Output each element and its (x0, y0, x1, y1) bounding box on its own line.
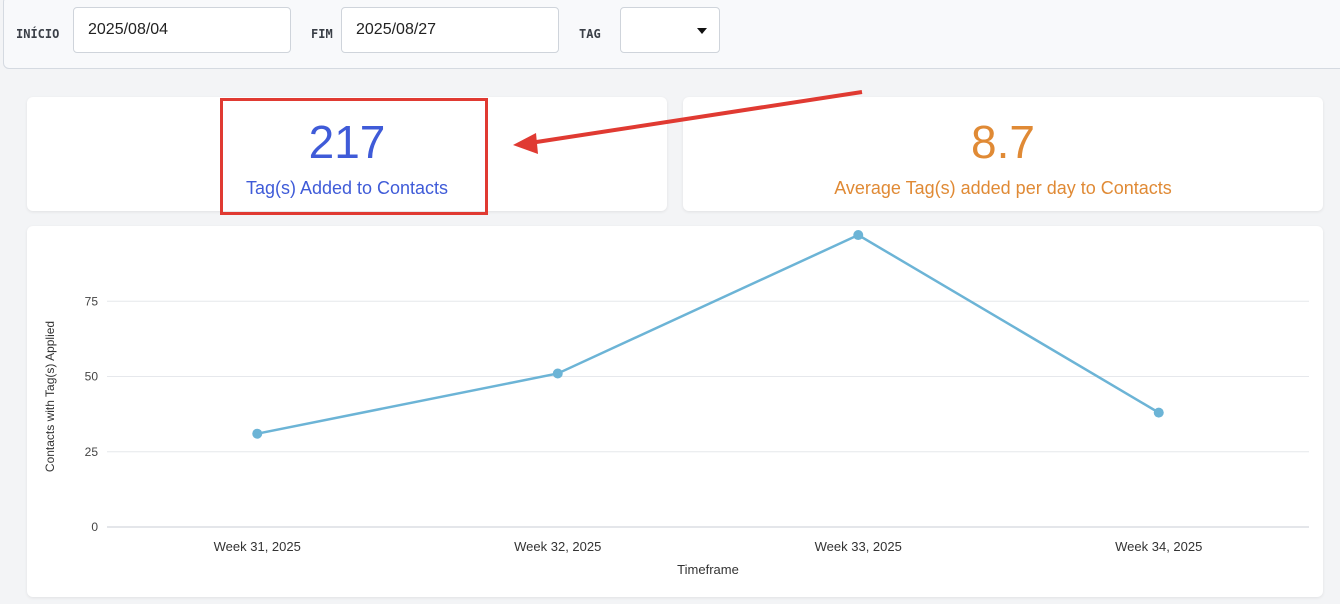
total-tags-card: 217 Tag(s) Added to Contacts (27, 97, 667, 211)
average-tags-card: 8.7 Average Tag(s) added per day to Cont… (683, 97, 1323, 211)
y-tick-label: 25 (85, 445, 99, 459)
y-tick-label: 50 (85, 370, 99, 384)
end-date-label: FIM (311, 27, 333, 41)
tag-label: TAG (579, 27, 601, 41)
chart-card: 0 25 50 75 Week 31, 2025 Week 32, 2025 Week 33… (27, 226, 1323, 597)
chevron-down-icon (697, 28, 707, 34)
filter-bar: INÍCIO 2025/08/04 FIM 2025/08/27 TAG (3, 0, 1340, 69)
start-date-label: INÍCIO (16, 27, 60, 41)
highlight-box (220, 98, 488, 215)
end-date-input[interactable]: 2025/08/27 (341, 7, 559, 53)
tag-select[interactable] (620, 7, 720, 53)
data-point (252, 428, 263, 439)
x-tick-label: Week 34, 2025 (1115, 539, 1202, 554)
tags-line-chart: 0 25 50 75 Week 31, 2025 Week 32, 2025 Week 33… (43, 230, 1309, 577)
y-tick-label: 0 (91, 520, 98, 534)
average-tags-value: 8.7 (971, 116, 1035, 168)
x-tick-label: Week 31, 2025 (214, 539, 301, 554)
average-tags-label: Average Tag(s) added per day to Contacts (834, 178, 1172, 198)
x-axis-title: Timeframe (677, 562, 739, 577)
start-date-input[interactable]: 2025/08/04 (73, 7, 291, 53)
x-tick-label: Week 32, 2025 (514, 539, 601, 554)
total-tags-value: 217 (308, 116, 386, 168)
data-point (552, 368, 563, 379)
y-tick-label: 75 (85, 294, 99, 308)
series-line (257, 233, 1160, 435)
x-tick-label: Week 33, 2025 (815, 539, 902, 554)
data-point (853, 230, 864, 241)
data-point (1153, 407, 1164, 418)
total-tags-label: Tag(s) Added to Contacts (245, 178, 449, 198)
y-axis-title: Contacts with Tag(s) Applied (43, 321, 57, 472)
